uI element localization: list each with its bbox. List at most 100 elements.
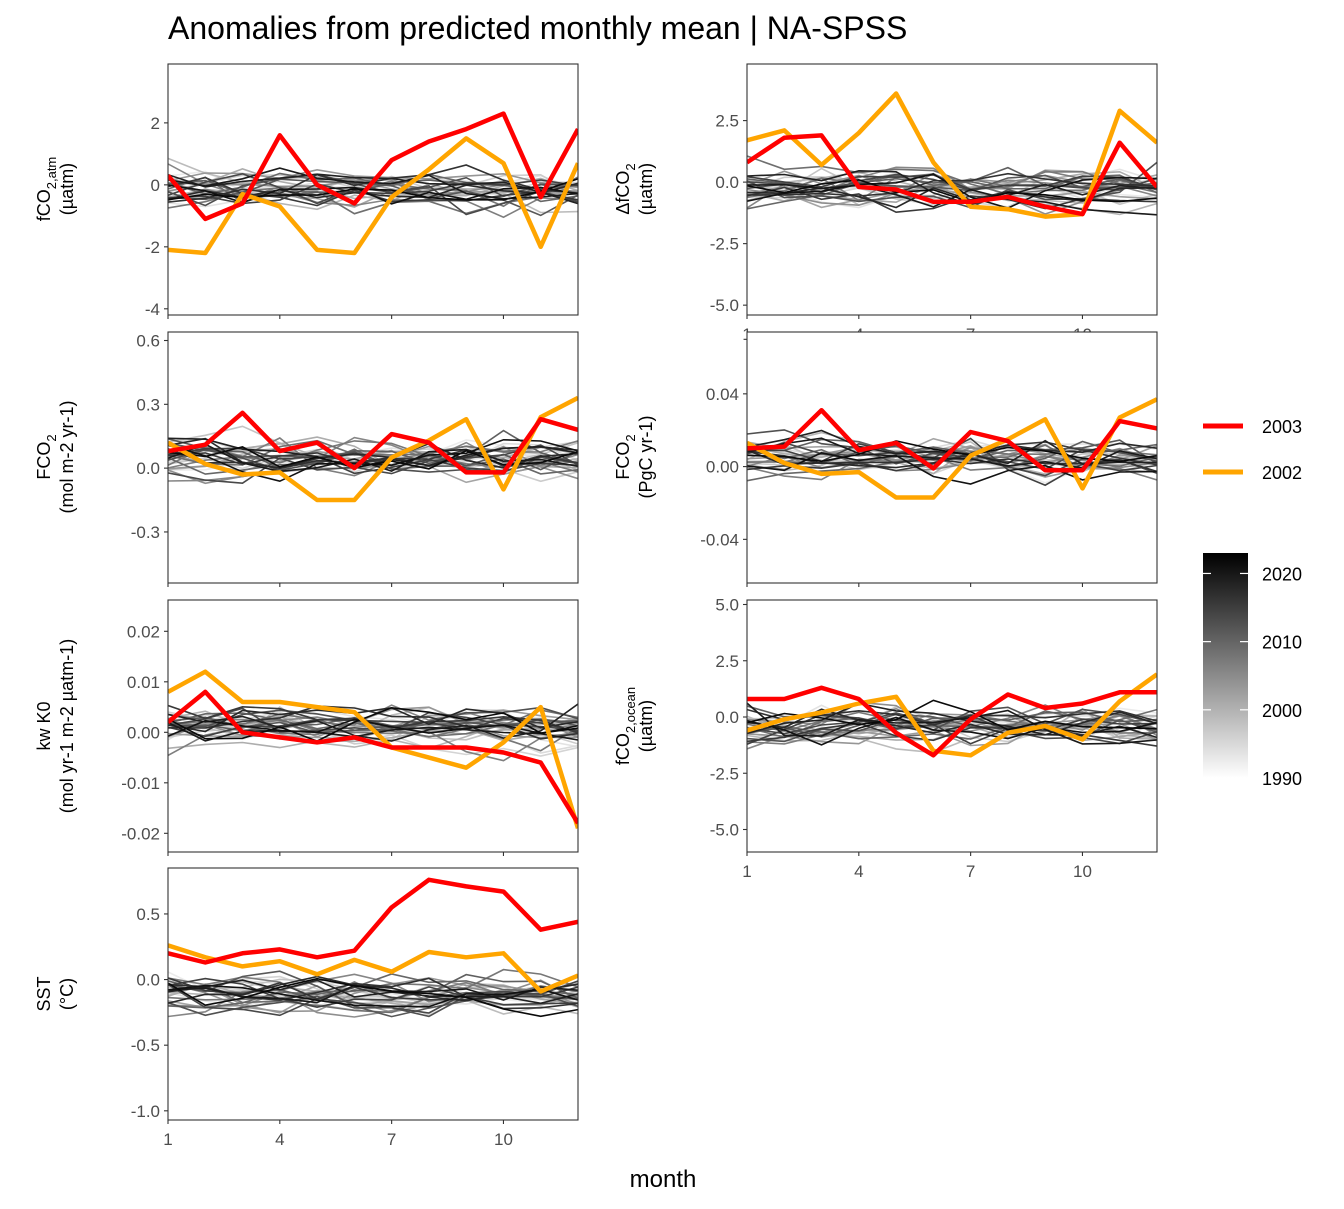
y-axis-label-line1: kw K0 <box>34 701 54 750</box>
colorbar-label: 1990 <box>1262 769 1302 789</box>
panel-border <box>746 63 1158 316</box>
y-tick-label: -2.5 <box>710 235 739 254</box>
y-axis-label-line1: fCO2,atm <box>34 157 59 222</box>
chart-title: Anomalies from predicted monthly mean | … <box>168 10 907 46</box>
y-tick-label: -2.5 <box>710 764 739 783</box>
y-axis-label-fco2_ocean: fCO2,ocean(µatm) <box>613 687 656 765</box>
year-line <box>168 721 578 742</box>
y-axis-label-line2: (µatm) <box>636 163 656 215</box>
y-tick-label: 5.0 <box>715 596 739 615</box>
y-tick-label: 0.0 <box>136 459 160 478</box>
y-axis-label-line1: ΔfCO2 <box>613 163 638 214</box>
y-tick-label: 0.04 <box>706 385 739 404</box>
year-line <box>168 977 578 1018</box>
year-line <box>168 706 578 742</box>
y-axis-label-dfco2: ΔfCO2(µatm) <box>613 163 656 215</box>
panel-fco2_atm: -4 -2 0 2 fCO2,atm(µatm) <box>34 63 579 319</box>
colorbar: 2020 2010 2000 1990 <box>1203 553 1302 789</box>
year-line <box>747 708 1157 739</box>
colorbar-gradient <box>1203 553 1248 778</box>
year-line <box>168 977 578 1001</box>
y-axis-label-line1: FCO2 <box>34 434 59 479</box>
panel-border <box>746 331 1158 584</box>
x-tick-label: 1 <box>742 862 751 881</box>
y-axis-label-line2: (µatm) <box>636 700 656 752</box>
y-tick-label: 0.01 <box>127 673 160 692</box>
year-line <box>168 984 578 1008</box>
year-line <box>168 182 578 200</box>
y-axis-label-line2: (PgC yr-1) <box>636 415 656 498</box>
x-tick-label: 7 <box>966 862 975 881</box>
colorbar-label: 2020 <box>1262 564 1302 584</box>
y-tick-label: 0.5 <box>136 905 160 924</box>
panel-kwk0: -0.02 -0.01 0.00 0.01 0.02 kw K0 (mol yr-1 m-2… <box>34 599 579 856</box>
y-tick-label: 2.5 <box>715 652 739 671</box>
y-tick-label: 0.0 <box>715 173 739 192</box>
series-line-2002 <box>747 672 1157 758</box>
year-line <box>747 172 1157 197</box>
year-line <box>747 699 1157 731</box>
series-line-2003 <box>168 689 578 825</box>
y-axis-label-kwk0: kw K0 (mol yr-1 m-2 µatm-1) <box>34 639 77 813</box>
colorbar-label: 2010 <box>1262 633 1302 653</box>
panel-dfco2: -5.0-2.50.02.514710ΔfCO2(µatm) <box>613 63 1158 344</box>
panel-border <box>167 331 579 584</box>
legend: 2003 2002 <box>1203 417 1302 483</box>
x-tick-label: 4 <box>854 862 863 881</box>
panel-border <box>167 63 579 316</box>
y-tick-label: -0.3 <box>131 523 160 542</box>
series-line-2003 <box>168 877 578 965</box>
y-tick-label: -4 <box>145 300 160 319</box>
y-tick-label: -0.04 <box>700 530 739 549</box>
series-line-2003 <box>747 407 1157 473</box>
y-axis-label-line1: FCO2 <box>613 434 638 479</box>
y-axis-label-flux_int: FCO2(PgC yr-1) <box>613 415 656 498</box>
x-tick-label: 7 <box>387 1130 396 1149</box>
y-tick-label: 0.00 <box>706 458 739 477</box>
y-axis-label-fco2_atm: fCO2,atm(µatm) <box>34 157 77 222</box>
y-tick-label: -5.0 <box>710 296 739 315</box>
y-tick-label: -0.01 <box>121 774 160 793</box>
series-line-2003 <box>168 410 578 475</box>
y-tick-label: 0.0 <box>136 971 160 990</box>
y-axis-label-flux_area: FCO2(mol m-2 yr-1) <box>34 401 77 514</box>
year-line <box>168 973 578 1001</box>
series-line-2003 <box>747 685 1157 758</box>
year-line <box>747 702 1157 745</box>
year-line <box>168 977 578 1009</box>
series-line-2002 <box>747 397 1157 500</box>
series-line-2002 <box>747 91 1157 219</box>
year-line <box>168 979 578 1018</box>
series-line-2003 <box>747 133 1157 217</box>
x-tick-label: 1 <box>163 1130 172 1149</box>
series-line-2003 <box>168 111 578 222</box>
y-tick-label: 2 <box>151 114 160 133</box>
y-tick-label: 0 <box>151 176 160 195</box>
year-line <box>168 173 578 205</box>
series-line-2002 <box>168 943 578 994</box>
year-line <box>747 454 1157 481</box>
year-line <box>747 183 1157 216</box>
panel-border <box>167 599 579 853</box>
y-tick-label: 0.0 <box>715 708 739 727</box>
y-tick-label: -2 <box>145 238 160 257</box>
legend-label-2002: 2002 <box>1262 463 1302 483</box>
y-tick-label: 0.3 <box>136 395 160 414</box>
y-tick-label: -0.5 <box>131 1036 160 1055</box>
y-axis-label-sst: SST (°C) <box>34 976 77 1011</box>
panel-border <box>167 867 579 1121</box>
panels: -4-202fCO2,atm(µatm)-5.0-2.50.02.514710Δ… <box>34 63 1158 1149</box>
y-axis-label-line2: (µatm) <box>57 163 77 215</box>
year-line <box>168 439 578 466</box>
colorbar-label: 2000 <box>1262 701 1302 721</box>
y-axis-label-line1: fCO2,ocean <box>613 687 638 765</box>
panel-border <box>746 599 1158 853</box>
y-tick-label: -0.02 <box>121 824 160 843</box>
year-line <box>168 973 578 1009</box>
y-tick-label: 0.00 <box>127 723 160 742</box>
series-line-2002 <box>168 395 578 503</box>
y-axis-label-line2: (mol m-2 yr-1) <box>57 401 77 514</box>
other-years-lines <box>168 968 578 1018</box>
panel-fco2_ocean: -5.0 -2.5 0.0 2.5 5.0 1 4 7 10 fCO2,ocean(µatm) <box>613 596 1158 881</box>
